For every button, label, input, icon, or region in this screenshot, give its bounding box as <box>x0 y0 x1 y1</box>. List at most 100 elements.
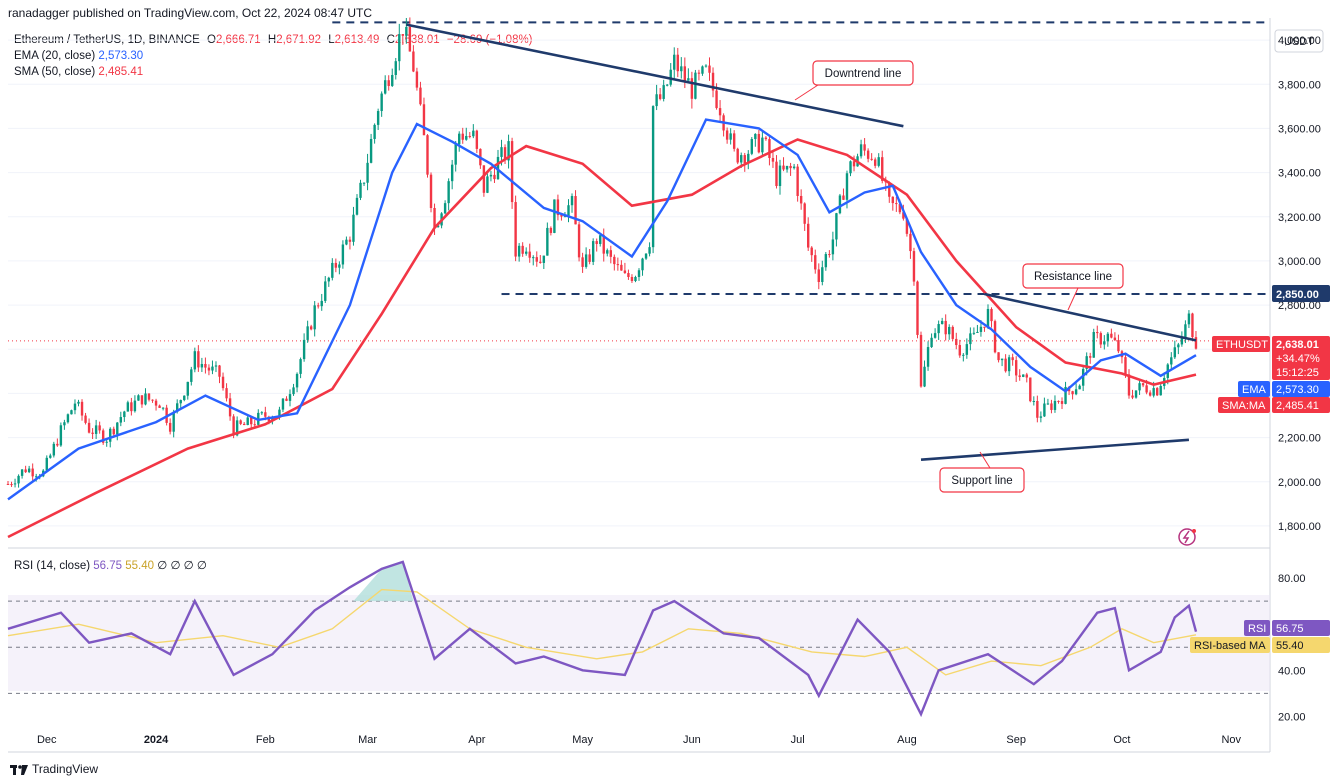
candle-down <box>154 400 158 406</box>
candle-down <box>799 195 803 204</box>
tradingview-brand[interactable]: TradingView <box>10 762 98 776</box>
candle-down <box>1025 374 1028 378</box>
candle-up <box>778 165 782 187</box>
ema-tag-label: EMA <box>1242 384 1267 396</box>
trendline[interactable] <box>984 292 1197 342</box>
candle-down <box>560 215 563 217</box>
ema20-line[interactable] <box>7 118 1197 501</box>
support-callout-box[interactable] <box>939 467 1025 493</box>
candle-down <box>6 483 10 485</box>
candle-down <box>817 269 820 282</box>
candle-up <box>1159 385 1162 396</box>
candle-down <box>1057 400 1060 402</box>
candle-up <box>933 333 937 338</box>
candle-down <box>147 393 151 400</box>
horizontal-levels <box>8 21 1270 342</box>
candle-up <box>144 393 147 405</box>
candle-up <box>179 400 182 404</box>
candle-down <box>98 425 101 431</box>
level-tag: 2,850.00 <box>1276 289 1319 301</box>
candle-up <box>73 403 77 411</box>
candle-down <box>1117 340 1120 352</box>
candle-up <box>680 66 683 72</box>
moving-averages <box>7 118 1197 539</box>
candle-up <box>380 93 383 112</box>
currency-button[interactable] <box>1274 29 1324 53</box>
candle-down <box>683 66 687 81</box>
price-tag-countdown: 15:12:25 <box>1276 367 1319 379</box>
ema-row[interactable]: EMA (20, close) 2,573.30 <box>14 48 533 64</box>
candle-up <box>754 133 757 140</box>
candle-down <box>1050 403 1053 410</box>
candle-down <box>549 227 553 233</box>
rsi-legend[interactable]: RSI (14, close) 56.75 55.40 ∅ ∅ ∅ ∅ <box>14 558 207 572</box>
price-tick-label: 3,400.00 <box>1278 168 1321 180</box>
candle-up <box>1039 416 1043 418</box>
candle-down <box>609 250 612 257</box>
trendline[interactable] <box>406 23 904 128</box>
candle-down <box>253 424 256 426</box>
candle-up <box>1177 344 1180 348</box>
rsi-ma-line[interactable] <box>7 588 1197 676</box>
tradingview-logo-icon <box>10 764 28 775</box>
resistance-callout-box[interactable] <box>1022 263 1124 289</box>
candle-up <box>176 403 179 412</box>
sma-legend-label: SMA (50, close) <box>14 66 96 78</box>
sma-row[interactable]: SMA (50, close) 2,485.41 <box>14 64 533 80</box>
candle-up <box>937 324 940 334</box>
candle-down <box>348 239 352 242</box>
time-tick-label: 2024 <box>144 734 169 746</box>
candle-up <box>563 216 567 218</box>
ema-tag-value-bg <box>1272 381 1330 397</box>
candle-up <box>666 84 669 86</box>
candle-down <box>24 469 27 473</box>
candle-down <box>771 158 775 162</box>
candle-down <box>528 251 531 258</box>
candle-up <box>740 155 743 163</box>
sma-tag-label: SMA:MA <box>1222 400 1266 412</box>
candle-up <box>637 270 641 277</box>
candle-down <box>951 326 954 339</box>
candle-up <box>302 339 306 360</box>
support-callout-text: Support line <box>951 475 1012 487</box>
time-tick-label: Oct <box>1113 734 1130 746</box>
candle-up <box>313 305 316 330</box>
candle-up <box>246 417 249 426</box>
lightning-icon[interactable] <box>1178 528 1196 546</box>
sma50-line[interactable] <box>7 138 1197 539</box>
candle-up <box>295 373 299 388</box>
trendline[interactable] <box>920 438 1190 461</box>
candle-down <box>317 305 320 307</box>
time-tick-label: Feb <box>256 734 275 746</box>
rsi-pane <box>7 560 1270 718</box>
candle-up <box>979 326 983 332</box>
candle-up <box>1074 389 1078 395</box>
rsi-line[interactable] <box>7 560 1198 718</box>
candle-down <box>993 321 997 353</box>
candle-down <box>873 159 877 166</box>
candle-up <box>105 441 108 443</box>
symbol-tag-bg <box>1212 336 1270 352</box>
candle-down <box>902 212 905 219</box>
time-tick-label: Jul <box>791 734 805 746</box>
candle-up <box>369 138 373 163</box>
rsi-tick-label: 40.00 <box>1278 665 1306 677</box>
candle-down <box>1148 392 1152 396</box>
candle-down <box>539 261 542 263</box>
candle-down <box>31 468 34 477</box>
candle-down <box>401 34 405 36</box>
candle-down <box>91 432 94 434</box>
candle-down <box>1060 401 1064 404</box>
candle-up <box>450 164 454 182</box>
currency-label[interactable]: USDT <box>1284 36 1314 48</box>
candle-up <box>1046 403 1050 405</box>
candle-up <box>1085 356 1088 369</box>
rsi-legend-value: 56.75 <box>93 560 123 572</box>
candle-up <box>821 267 824 282</box>
candle-up <box>373 124 376 139</box>
candle-down <box>870 158 873 160</box>
candle-up <box>546 227 549 256</box>
downtrend-callout-box[interactable] <box>812 60 914 86</box>
candle-down <box>285 398 288 401</box>
